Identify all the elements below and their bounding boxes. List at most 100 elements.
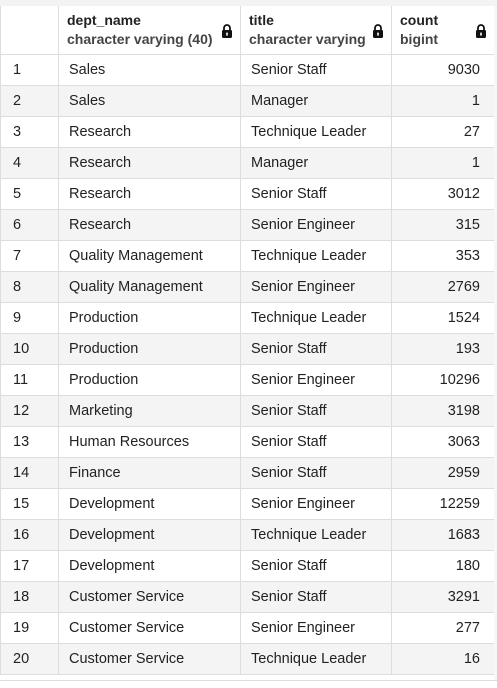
title-cell[interactable]: Senior Engineer (241, 210, 392, 241)
title-cell[interactable]: Senior Staff (241, 427, 392, 458)
column-header-dept-name[interactable]: dept_name character varying (40) (59, 6, 241, 55)
table-row[interactable]: 1 Sales Senior Staff 9030 (1, 55, 495, 86)
row-number-cell: 18 (1, 582, 59, 613)
title-cell[interactable]: Technique Leader (241, 117, 392, 148)
title-cell[interactable]: Senior Staff (241, 334, 392, 365)
dept-name-cell[interactable]: Quality Management (59, 272, 241, 303)
dept-name-cell[interactable]: Research (59, 117, 241, 148)
count-cell[interactable]: 193 (392, 334, 495, 365)
count-cell[interactable]: 315 (392, 210, 495, 241)
dept-name-cell[interactable]: Human Resources (59, 427, 241, 458)
row-number-cell: 2 (1, 86, 59, 117)
title-cell[interactable]: Senior Staff (241, 582, 392, 613)
count-cell[interactable]: 1524 (392, 303, 495, 334)
table-row[interactable]: 4 Research Manager 1 (1, 148, 495, 179)
dept-name-cell[interactable]: Development (59, 489, 241, 520)
row-number-cell: 19 (1, 613, 59, 644)
count-cell[interactable]: 9030 (392, 55, 495, 86)
count-cell[interactable]: 3198 (392, 396, 495, 427)
column-type: character varying (241, 28, 391, 47)
row-number-cell: 10 (1, 334, 59, 365)
table-row[interactable]: 7 Quality Management Technique Leader 353 (1, 241, 495, 272)
dept-name-cell[interactable]: Sales (59, 86, 241, 117)
dept-name-cell[interactable]: Quality Management (59, 241, 241, 272)
count-cell[interactable]: 2959 (392, 458, 495, 489)
count-cell[interactable]: 2769 (392, 272, 495, 303)
dept-name-cell[interactable]: Research (59, 210, 241, 241)
title-cell[interactable]: Technique Leader (241, 303, 392, 334)
column-header-count[interactable]: count bigint (392, 6, 495, 55)
table-row[interactable]: 12 Marketing Senior Staff 3198 (1, 396, 495, 427)
row-number-cell: 3 (1, 117, 59, 148)
dept-name-cell[interactable]: Production (59, 334, 241, 365)
dept-name-cell[interactable]: Sales (59, 55, 241, 86)
table-row[interactable]: 6 Research Senior Engineer 315 (1, 210, 495, 241)
count-cell[interactable]: 3291 (392, 582, 495, 613)
row-number-cell: 5 (1, 179, 59, 210)
column-name: dept_name (59, 6, 240, 28)
table-row[interactable]: 13 Human Resources Senior Staff 3063 (1, 427, 495, 458)
lock-icon (372, 24, 384, 38)
column-header-title[interactable]: title character varying (241, 6, 392, 55)
title-cell[interactable]: Technique Leader (241, 520, 392, 551)
table-row[interactable]: 3 Research Technique Leader 27 (1, 117, 495, 148)
lock-icon (221, 24, 233, 38)
dept-name-cell[interactable]: Research (59, 148, 241, 179)
count-cell[interactable]: 27 (392, 117, 495, 148)
title-cell[interactable]: Senior Engineer (241, 489, 392, 520)
count-cell[interactable]: 277 (392, 613, 495, 644)
title-cell[interactable]: Senior Engineer (241, 613, 392, 644)
count-cell[interactable]: 3012 (392, 179, 495, 210)
count-cell[interactable]: 180 (392, 551, 495, 582)
table-row[interactable]: 18 Customer Service Senior Staff 3291 (1, 582, 495, 613)
table-row[interactable]: 15 Development Senior Engineer 12259 (1, 489, 495, 520)
count-cell[interactable]: 10296 (392, 365, 495, 396)
dept-name-cell[interactable]: Development (59, 551, 241, 582)
dept-name-cell[interactable]: Research (59, 179, 241, 210)
column-type: character varying (40) (59, 28, 240, 47)
table-row[interactable]: 11 Production Senior Engineer 10296 (1, 365, 495, 396)
table-row[interactable]: 10 Production Senior Staff 193 (1, 334, 495, 365)
row-number-cell: 9 (1, 303, 59, 334)
title-cell[interactable]: Senior Engineer (241, 365, 392, 396)
title-cell[interactable]: Manager (241, 86, 392, 117)
count-cell[interactable]: 1683 (392, 520, 495, 551)
count-cell[interactable]: 353 (392, 241, 495, 272)
title-cell[interactable]: Senior Staff (241, 55, 392, 86)
table-row[interactable]: 19 Customer Service Senior Engineer 277 (1, 613, 495, 644)
grid-body: 1 Sales Senior Staff 9030 2 Sales Manager 1 3 Res… (1, 55, 495, 675)
row-number-header (1, 6, 59, 55)
dept-name-cell[interactable]: Production (59, 365, 241, 396)
count-cell[interactable]: 3063 (392, 427, 495, 458)
table-row[interactable]: 17 Development Senior Staff 180 (1, 551, 495, 582)
row-number-cell: 7 (1, 241, 59, 272)
table-row[interactable]: 2 Sales Manager 1 (1, 86, 495, 117)
title-cell[interactable]: Technique Leader (241, 241, 392, 272)
title-cell[interactable]: Senior Staff (241, 179, 392, 210)
title-cell[interactable]: Technique Leader (241, 644, 392, 675)
title-cell[interactable]: Manager (241, 148, 392, 179)
count-cell[interactable]: 1 (392, 148, 495, 179)
table-row[interactable]: 16 Development Technique Leader 1683 (1, 520, 495, 551)
dept-name-cell[interactable]: Production (59, 303, 241, 334)
table-row[interactable]: 14 Finance Senior Staff 2959 (1, 458, 495, 489)
title-cell[interactable]: Senior Staff (241, 458, 392, 489)
table-row[interactable]: 8 Quality Management Senior Engineer 2769 (1, 272, 495, 303)
dept-name-cell[interactable]: Customer Service (59, 613, 241, 644)
title-cell[interactable]: Senior Engineer (241, 272, 392, 303)
row-number-cell: 6 (1, 210, 59, 241)
dept-name-cell[interactable]: Marketing (59, 396, 241, 427)
dept-name-cell[interactable]: Customer Service (59, 582, 241, 613)
count-cell[interactable]: 16 (392, 644, 495, 675)
header-row: dept_name character varying (40) title c… (1, 6, 495, 55)
dept-name-cell[interactable]: Customer Service (59, 644, 241, 675)
count-cell[interactable]: 1 (392, 86, 495, 117)
dept-name-cell[interactable]: Finance (59, 458, 241, 489)
table-row[interactable]: 9 Production Technique Leader 1524 (1, 303, 495, 334)
title-cell[interactable]: Senior Staff (241, 396, 392, 427)
table-row[interactable]: 20 Customer Service Technique Leader 16 (1, 644, 495, 675)
table-row[interactable]: 5 Research Senior Staff 3012 (1, 179, 495, 210)
dept-name-cell[interactable]: Development (59, 520, 241, 551)
count-cell[interactable]: 12259 (392, 489, 495, 520)
title-cell[interactable]: Senior Staff (241, 551, 392, 582)
